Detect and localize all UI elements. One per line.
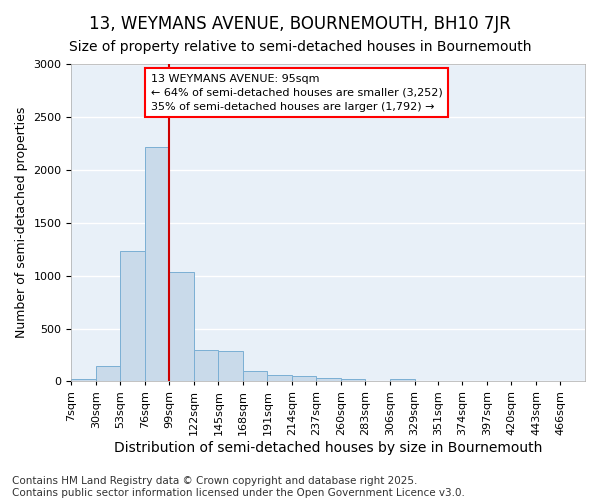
Bar — [341, 380, 365, 382]
Bar — [218, 352, 243, 382]
Y-axis label: Number of semi-detached properties: Number of semi-detached properties — [15, 107, 28, 338]
Bar — [268, 375, 292, 382]
Bar — [243, 371, 268, 382]
Text: Contains HM Land Registry data © Crown copyright and database right 2025.
Contai: Contains HM Land Registry data © Crown c… — [12, 476, 465, 498]
X-axis label: Distribution of semi-detached houses by size in Bournemouth: Distribution of semi-detached houses by … — [114, 441, 542, 455]
Bar — [96, 366, 121, 382]
Bar — [390, 379, 415, 382]
Text: 13, WEYMANS AVENUE, BOURNEMOUTH, BH10 7JR: 13, WEYMANS AVENUE, BOURNEMOUTH, BH10 7J… — [89, 15, 511, 33]
Bar — [71, 380, 96, 382]
Bar — [169, 272, 194, 382]
Bar — [292, 376, 316, 382]
Bar — [145, 146, 169, 382]
Text: 13 WEYMANS AVENUE: 95sqm
← 64% of semi-detached houses are smaller (3,252)
35% o: 13 WEYMANS AVENUE: 95sqm ← 64% of semi-d… — [151, 74, 443, 112]
Text: Size of property relative to semi-detached houses in Bournemouth: Size of property relative to semi-detach… — [69, 40, 531, 54]
Bar — [365, 381, 390, 382]
Bar — [121, 252, 145, 382]
Bar — [194, 350, 218, 382]
Bar — [316, 378, 341, 382]
